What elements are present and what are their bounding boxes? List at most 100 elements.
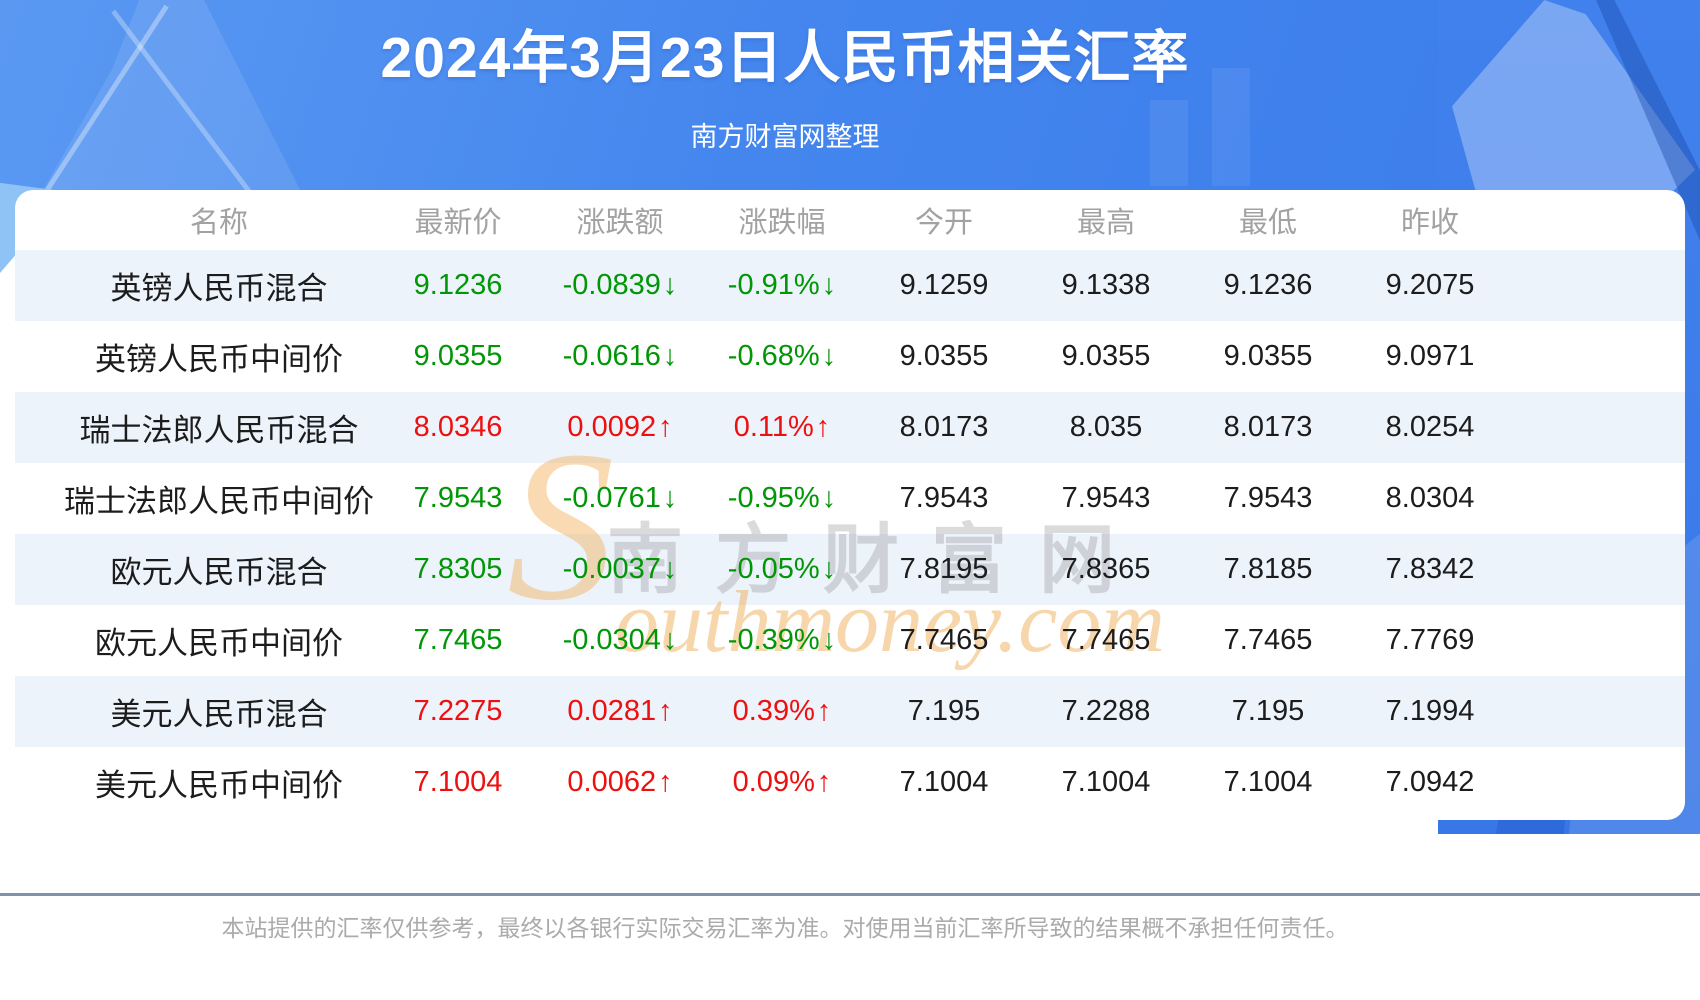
change-amount-cell: 0.0092↑: [539, 392, 701, 463]
trend-arrow-icon: ↓: [821, 624, 837, 656]
change-amount-value: -0.0304: [562, 624, 661, 656]
column-header-3: 涨跌幅: [738, 207, 826, 239]
trend-arrow-icon: ↑: [816, 766, 832, 798]
change-percent-cell: -0.05%↓: [701, 534, 863, 605]
prev-close-value: 8.0304: [1385, 482, 1475, 514]
high-price-cell: 7.9543: [1025, 463, 1187, 534]
currency-pair-name: 英镑人民币中间价: [95, 342, 343, 377]
low-price-cell: 9.0355: [1187, 321, 1349, 392]
prev-close-cell: 8.0304: [1349, 463, 1511, 534]
low-price-value: 7.1004: [1223, 766, 1313, 798]
prev-close-cell: 7.8342: [1349, 534, 1511, 605]
column-header-0: 名称: [189, 207, 248, 239]
column-header-4: 今开: [914, 207, 973, 239]
trend-arrow-icon: ↓: [821, 340, 837, 372]
latest-price-cell: 7.1004: [377, 747, 539, 818]
change-percent-value: -0.39%: [727, 624, 820, 656]
currency-name-cell: 英镑人民币混合: [15, 250, 377, 321]
change-percent-value: 0.09%: [732, 766, 815, 798]
change-percent-value: -0.95%: [727, 482, 820, 514]
change-amount-value: -0.0037: [562, 553, 661, 585]
table-row: 美元人民币混合 7.2275 0.0281↑ 0.39%↑ 7.195 7.2288 7.1…: [15, 676, 1685, 747]
change-percent-cell: 0.39%↑: [701, 676, 863, 747]
footer-divider: [0, 893, 1700, 896]
change-amount-cell: 0.0062↑: [539, 747, 701, 818]
banner-background: [0, 0, 1700, 216]
high-price-value: 7.7465: [1061, 624, 1151, 656]
rates-table: 名称 最新价 涨跌额 涨跌幅 今开 最高 最低 昨收 英镑人民币混合 9.1236 -0.0839…: [15, 190, 1685, 818]
low-price-value: 7.7465: [1223, 624, 1313, 656]
prev-close-cell: 9.0971: [1349, 321, 1511, 392]
currency-name-cell: 瑞士法郎人民币混合: [15, 392, 377, 463]
change-percent-value: 0.11%: [733, 411, 814, 443]
latest-price-cell: 9.1236: [377, 250, 539, 321]
banner: 2024年3月23日人民币相关汇率 南方财富网整理: [0, 0, 1570, 154]
change-percent-cell: 0.11%↑: [701, 392, 863, 463]
change-amount-cell: -0.0616↓: [539, 321, 701, 392]
open-price-cell: 7.9543: [863, 463, 1025, 534]
latest-price-cell: 7.7465: [377, 605, 539, 676]
change-percent-value: 0.39%: [732, 695, 815, 727]
row-spacer: [1511, 747, 1685, 818]
trend-arrow-icon: ↑: [658, 411, 673, 443]
open-price-value: 7.9543: [899, 482, 989, 514]
high-price-value: 7.1004: [1061, 766, 1151, 798]
low-price-value: 7.9543: [1223, 482, 1313, 514]
currency-name-cell: 瑞士法郎人民币中间价: [15, 463, 377, 534]
page-subtitle: 南方财富网整理: [690, 122, 880, 152]
change-percent-value: -0.91%: [727, 269, 820, 301]
change-percent-cell: -0.39%↓: [701, 605, 863, 676]
open-price-value: 7.8195: [899, 553, 989, 585]
faint-chart-bar: [1212, 68, 1250, 186]
row-spacer: [1511, 392, 1685, 463]
trend-arrow-icon: ↑: [658, 695, 673, 727]
latest-price-value: 7.7465: [413, 624, 503, 656]
table-row: 瑞士法郎人民币中间价 7.9543 -0.0761↓ -0.95%↓ 7.9543 7.9…: [15, 463, 1685, 534]
trend-arrow-icon: ↑: [815, 411, 831, 443]
change-amount-value: -0.0761: [562, 482, 661, 514]
low-price-cell: 7.8185: [1187, 534, 1349, 605]
disclaimer-text: 本站提供的汇率仅供参考，最终以各银行实际交易汇率为准。对使用当前汇率所导致的结果…: [221, 915, 1349, 941]
currency-name-cell: 欧元人民币混合: [15, 534, 377, 605]
latest-price-value: 7.1004: [413, 766, 503, 798]
currency-pair-name: 欧元人民币混合: [110, 555, 328, 590]
column-header-2: 涨跌额: [576, 207, 664, 239]
table-row: 瑞士法郎人民币混合 8.0346 0.0092↑ 0.11%↑ 8.0173 8.035 8…: [15, 392, 1685, 463]
change-amount-cell: -0.0037↓: [539, 534, 701, 605]
high-price-cell: 7.1004: [1025, 747, 1187, 818]
currency-pair-name: 英镑人民币混合: [110, 271, 328, 306]
trend-arrow-icon: ↓: [662, 553, 678, 585]
prev-close-cell: 8.0254: [1349, 392, 1511, 463]
change-percent-cell: -0.68%↓: [701, 321, 863, 392]
latest-price-value: 7.8305: [413, 553, 503, 585]
high-price-cell: 9.0355: [1025, 321, 1187, 392]
change-amount-value: -0.0839: [562, 269, 661, 301]
row-spacer: [1511, 676, 1685, 747]
column-header-5: 最高: [1076, 207, 1135, 239]
column-header-6: 最低: [1238, 207, 1297, 239]
latest-price-value: 7.9543: [413, 482, 503, 514]
row-stripe: [15, 676, 1685, 747]
trend-arrow-icon: ↓: [821, 553, 837, 585]
row-stripe: [15, 534, 1685, 605]
open-price-cell: 8.0173: [863, 392, 1025, 463]
currency-name-cell: 美元人民币中间价: [15, 747, 377, 818]
change-percent-value: -0.05%: [727, 553, 820, 585]
low-price-value: 7.8185: [1223, 553, 1313, 585]
open-price-cell: 7.195: [863, 676, 1025, 747]
low-price-cell: 9.1236: [1187, 250, 1349, 321]
row-spacer: [1511, 463, 1685, 534]
table-row: 欧元人民币中间价 7.7465 -0.0304↓ -0.39%↓ 7.7465 7.746…: [15, 605, 1685, 676]
latest-price-cell: 8.0346: [377, 392, 539, 463]
trend-arrow-icon: ↓: [821, 482, 837, 514]
latest-price-cell: 7.8305: [377, 534, 539, 605]
latest-price-value: 7.2275: [413, 695, 503, 727]
prev-close-value: 7.8342: [1385, 553, 1475, 585]
prev-close-cell: 7.1994: [1349, 676, 1511, 747]
open-price-value: 9.0355: [899, 340, 989, 372]
prev-close-cell: 7.0942: [1349, 747, 1511, 818]
low-price-cell: 7.1004: [1187, 747, 1349, 818]
change-percent-cell: -0.91%↓: [701, 250, 863, 321]
latest-price-cell: 7.9543: [377, 463, 539, 534]
low-price-value: 7.195: [1231, 695, 1305, 727]
